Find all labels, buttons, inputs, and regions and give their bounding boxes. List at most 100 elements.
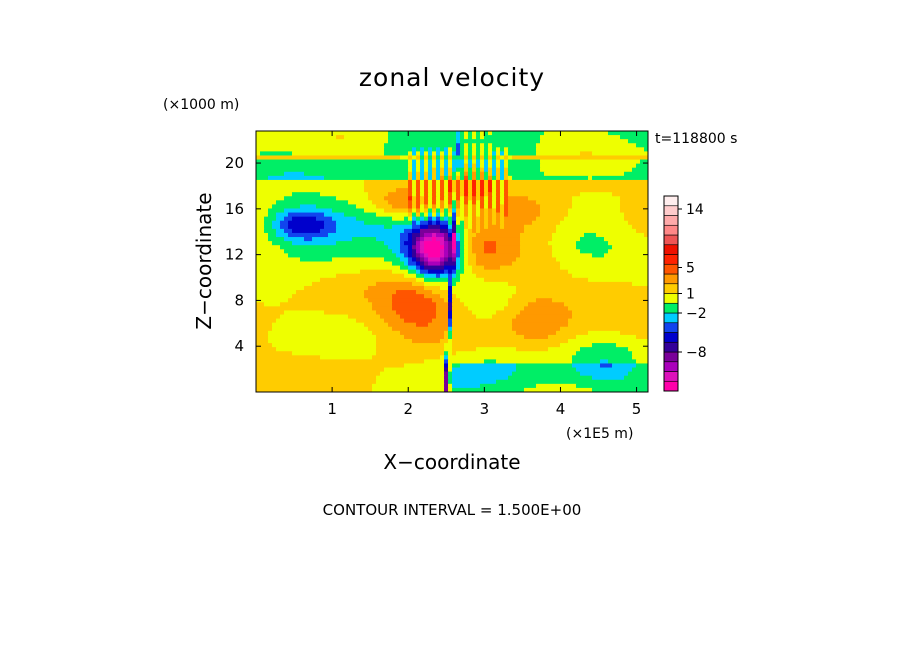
field-cell bbox=[476, 257, 517, 263]
field-cell bbox=[600, 363, 613, 369]
field-cell bbox=[436, 196, 441, 201]
field-cell bbox=[452, 371, 513, 377]
field-cell bbox=[492, 179, 497, 185]
field-cell bbox=[520, 237, 553, 242]
field-cell bbox=[468, 232, 477, 238]
field-cell bbox=[444, 175, 449, 181]
field-cell bbox=[484, 359, 497, 365]
field-cell bbox=[440, 159, 445, 165]
field-cell bbox=[256, 338, 269, 344]
field-cell bbox=[488, 147, 493, 152]
field-cell bbox=[372, 330, 401, 336]
field-cell bbox=[408, 208, 413, 214]
field-cell bbox=[444, 167, 449, 173]
field-cell bbox=[416, 249, 421, 254]
field-cell bbox=[484, 249, 497, 254]
field-cell bbox=[524, 224, 557, 230]
field-cell bbox=[376, 347, 445, 352]
field-cell bbox=[396, 188, 409, 193]
y-tick-label: 8 bbox=[234, 291, 244, 309]
field-cell bbox=[460, 208, 465, 214]
field-cell bbox=[448, 310, 453, 316]
field-cell bbox=[432, 151, 437, 157]
field-cell bbox=[276, 232, 289, 238]
field-cell bbox=[516, 363, 573, 369]
field-cell bbox=[256, 302, 265, 307]
field-cell bbox=[488, 143, 493, 148]
field-cell bbox=[448, 306, 453, 312]
field-cell bbox=[472, 310, 497, 316]
field-cell bbox=[592, 253, 605, 259]
field-cell bbox=[468, 167, 473, 173]
field-cell bbox=[472, 147, 477, 152]
field-cell bbox=[396, 290, 417, 295]
field-cell bbox=[496, 212, 501, 218]
field-cell bbox=[504, 224, 525, 230]
field-cell bbox=[508, 147, 537, 152]
field-cell bbox=[436, 192, 441, 197]
field-cell bbox=[452, 375, 509, 381]
field-cell bbox=[256, 216, 265, 222]
field-cell bbox=[456, 147, 461, 152]
field-cell bbox=[496, 188, 501, 193]
field-cell bbox=[484, 171, 489, 177]
field-cell bbox=[452, 318, 513, 324]
field-cell bbox=[552, 253, 593, 259]
field-cell bbox=[384, 367, 445, 373]
field-cell bbox=[460, 171, 465, 177]
field-cell bbox=[488, 131, 493, 136]
field-cell bbox=[400, 265, 409, 271]
field-cell bbox=[624, 375, 648, 381]
field-cell bbox=[468, 147, 473, 152]
field-cell bbox=[424, 204, 429, 210]
field-cell bbox=[572, 310, 648, 316]
field-cell bbox=[464, 151, 469, 157]
field-cell bbox=[608, 359, 637, 365]
field-cell bbox=[484, 208, 489, 214]
field-cell bbox=[624, 171, 648, 177]
field-cell bbox=[468, 196, 473, 201]
field-cell bbox=[420, 261, 425, 267]
field-cell bbox=[480, 184, 485, 189]
field-cell bbox=[496, 216, 501, 222]
field-cell bbox=[476, 147, 481, 152]
field-cell bbox=[408, 192, 413, 197]
field-cell bbox=[368, 285, 425, 291]
field-cell bbox=[508, 200, 537, 206]
field-cell bbox=[440, 285, 449, 291]
field-cell bbox=[620, 135, 648, 140]
field-cell bbox=[572, 355, 633, 360]
field-cell bbox=[488, 167, 493, 173]
x-tick-label: 1 bbox=[327, 400, 337, 418]
field-cell bbox=[488, 171, 493, 177]
field-cell bbox=[452, 322, 513, 328]
field-cell bbox=[612, 192, 648, 197]
field-cell bbox=[480, 151, 485, 157]
field-cell bbox=[568, 306, 648, 312]
field-cell bbox=[420, 237, 425, 242]
field-cell bbox=[412, 208, 417, 214]
field-cell bbox=[504, 196, 509, 201]
field-cell bbox=[492, 171, 497, 177]
colorbar-segment bbox=[663, 195, 679, 207]
field-cell bbox=[468, 175, 473, 181]
field-cell bbox=[444, 347, 453, 352]
field-cell bbox=[272, 343, 377, 348]
field-cell bbox=[444, 265, 457, 271]
field-cell bbox=[428, 163, 433, 169]
field-cell bbox=[452, 290, 517, 295]
field-cell bbox=[444, 192, 449, 197]
field-cell bbox=[392, 302, 437, 307]
field-cell bbox=[256, 188, 365, 193]
field-cell bbox=[448, 298, 453, 303]
field-cell bbox=[480, 216, 485, 222]
field-cell bbox=[384, 147, 413, 152]
field-cell bbox=[288, 298, 369, 303]
field-cell bbox=[284, 171, 305, 177]
field-cell bbox=[476, 143, 481, 148]
field-cell bbox=[496, 200, 501, 206]
field-cell bbox=[436, 179, 441, 185]
field-cell bbox=[572, 196, 621, 201]
time-label: t=118800 s bbox=[655, 131, 737, 147]
